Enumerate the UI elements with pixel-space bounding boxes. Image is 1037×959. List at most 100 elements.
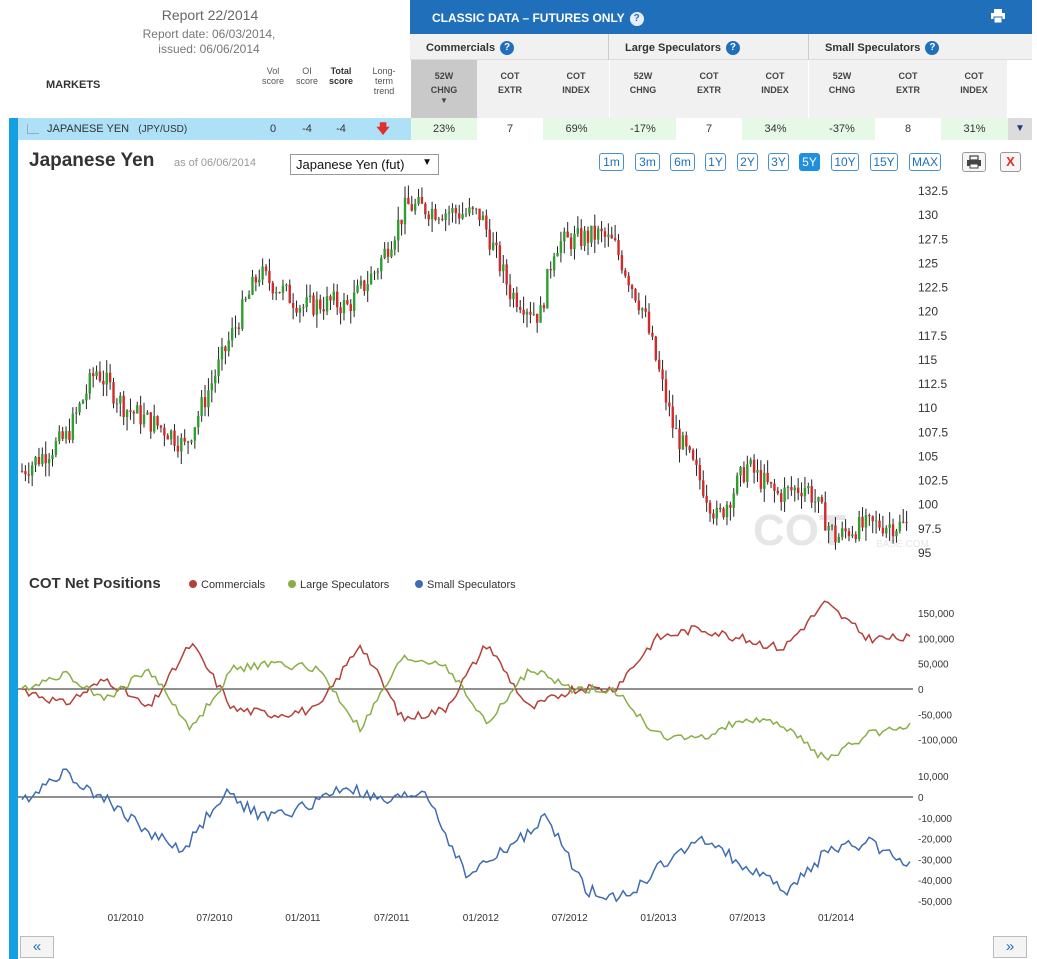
candle-body [498, 245, 502, 272]
sort-52w-chng-large[interactable]: 52W CHNG [610, 60, 676, 118]
instrument-select[interactable]: Japanese Yen (fut) ▼ [290, 154, 439, 175]
report-date-line2: issued: 06/06/2014 [158, 42, 260, 56]
candle-body [180, 437, 183, 452]
sort-cot-index-small[interactable]: COT INDEX [941, 60, 1007, 118]
candle-body [641, 308, 644, 311]
candle-body [769, 482, 773, 484]
scroll-left-button[interactable]: « [20, 936, 54, 958]
legend-commercials[interactable]: Commercials [189, 579, 265, 591]
price-y-tick: 102.5 [918, 474, 948, 488]
candle-body [678, 428, 681, 450]
close-chart-button[interactable]: X [1000, 152, 1021, 172]
candle-body [681, 435, 685, 450]
large-index: 34% [742, 118, 809, 140]
sort-cot-extr-commercials[interactable]: COT EXTR [477, 60, 543, 118]
price-y-tick: 122.5 [918, 281, 948, 295]
range-6m-button[interactable]: 6m [670, 153, 695, 171]
candle-body [685, 435, 688, 447]
sort-cot-index-large[interactable]: COT INDEX [742, 60, 808, 118]
x-tick-label: 01/2013 [640, 913, 677, 924]
candle-body [58, 431, 61, 442]
candle-body [308, 295, 312, 298]
range-max-button[interactable]: MAX [909, 153, 941, 171]
price-y-axis: 95 97.5 100 102.5 105 107.5 110 112.5 115 117.5 12… [918, 185, 948, 560]
candle-body [786, 486, 790, 488]
group-commercials-label: Commercials [426, 41, 496, 54]
candle-body [149, 412, 152, 432]
candle-body [298, 307, 302, 313]
range-1m-button[interactable]: 1m [599, 153, 624, 171]
sort-52w-chng-commercials[interactable]: 52W CHNG ▼ [411, 60, 477, 118]
range-15y-button[interactable]: 15Y [870, 153, 898, 171]
sort-cot-index-commercials[interactable]: COT INDEX [543, 60, 609, 118]
candle-body [163, 427, 166, 436]
price-y-tick: 110 [918, 401, 937, 415]
x-tick-label: 07/2013 [729, 913, 766, 924]
candle-body [705, 495, 708, 503]
legend-large-speculators[interactable]: Large Speculators [288, 579, 389, 591]
candle-body [529, 311, 532, 315]
range-5y-button[interactable]: 5Y [799, 153, 820, 171]
sort-cot-extr-small[interactable]: COT EXTR [875, 60, 941, 118]
sort-52w-chng-small[interactable]: 52W CHNG [809, 60, 875, 118]
x-tick-label: 01/2014 [818, 913, 855, 924]
candle-body [891, 524, 895, 537]
help-icon[interactable]: ? [725, 41, 740, 55]
candle-body [837, 536, 841, 543]
candle-body [210, 383, 214, 391]
candle-body [220, 346, 224, 360]
candle-body [403, 197, 407, 225]
price-y-tick: 107.5 [918, 425, 948, 439]
trend-header-line2: term [375, 76, 393, 86]
candle-body [807, 486, 810, 489]
candle-body [193, 427, 197, 441]
candle-body [393, 240, 397, 250]
price-y-tick: 130 [918, 208, 938, 222]
print-icon[interactable] [990, 9, 1006, 23]
legend-small-speculators[interactable]: Small Speculators [415, 579, 516, 591]
scroll-right-button[interactable]: » [993, 936, 1027, 958]
oi-score: -4 [302, 123, 312, 135]
market-row-japanese-yen[interactable]: JAPANESE YEN (JPY/USD) 0 -4 -4 🡇 23% 7 6… [18, 118, 1032, 140]
help-icon[interactable]: ? [500, 41, 515, 55]
expand-row-button[interactable]: ▼ [1008, 118, 1032, 140]
candle-body [203, 397, 207, 408]
total-header-line1: Total [330, 66, 352, 76]
candle-body [718, 508, 722, 510]
candle-body [583, 230, 586, 246]
total-header-line2: score [328, 76, 354, 86]
candle-body [488, 229, 491, 250]
candle-body [878, 520, 881, 528]
candle-body [380, 257, 383, 272]
total-score-header[interactable]: Total score [326, 66, 356, 86]
candle-body [108, 372, 112, 383]
range-3y-button[interactable]: 3Y [768, 153, 789, 171]
candle-body [319, 299, 322, 310]
candle-body [481, 215, 485, 221]
oi-score-header[interactable]: OI score [294, 66, 320, 86]
candle-body [763, 472, 766, 489]
sort-cot-extr-large[interactable]: COT EXTR [676, 60, 742, 118]
range-1y-button[interactable]: 1Y [705, 153, 726, 171]
candle-body [27, 474, 30, 476]
trend-header[interactable]: Long-term trend [368, 66, 400, 96]
cot-y-tick: 0 [918, 685, 924, 696]
candle-body [732, 493, 735, 508]
candle-body [247, 294, 251, 299]
print-chart-button[interactable] [962, 152, 986, 172]
candle-body [800, 492, 803, 497]
candle-body [173, 430, 176, 446]
candle-body [363, 280, 366, 291]
range-3m-button[interactable]: 3m [635, 153, 660, 171]
candle-body [569, 237, 573, 250]
help-icon[interactable]: ? [629, 11, 644, 26]
vol-score-header[interactable]: Vol score [262, 66, 284, 86]
help-icon[interactable]: ? [925, 41, 940, 55]
candle-body [895, 530, 898, 537]
range-10y-button[interactable]: 10Y [831, 153, 859, 171]
candle-body [691, 450, 695, 460]
candle-body [383, 248, 386, 258]
range-2y-button[interactable]: 2Y [737, 153, 758, 171]
vol-score: 0 [269, 123, 277, 135]
candle-body [827, 526, 830, 531]
